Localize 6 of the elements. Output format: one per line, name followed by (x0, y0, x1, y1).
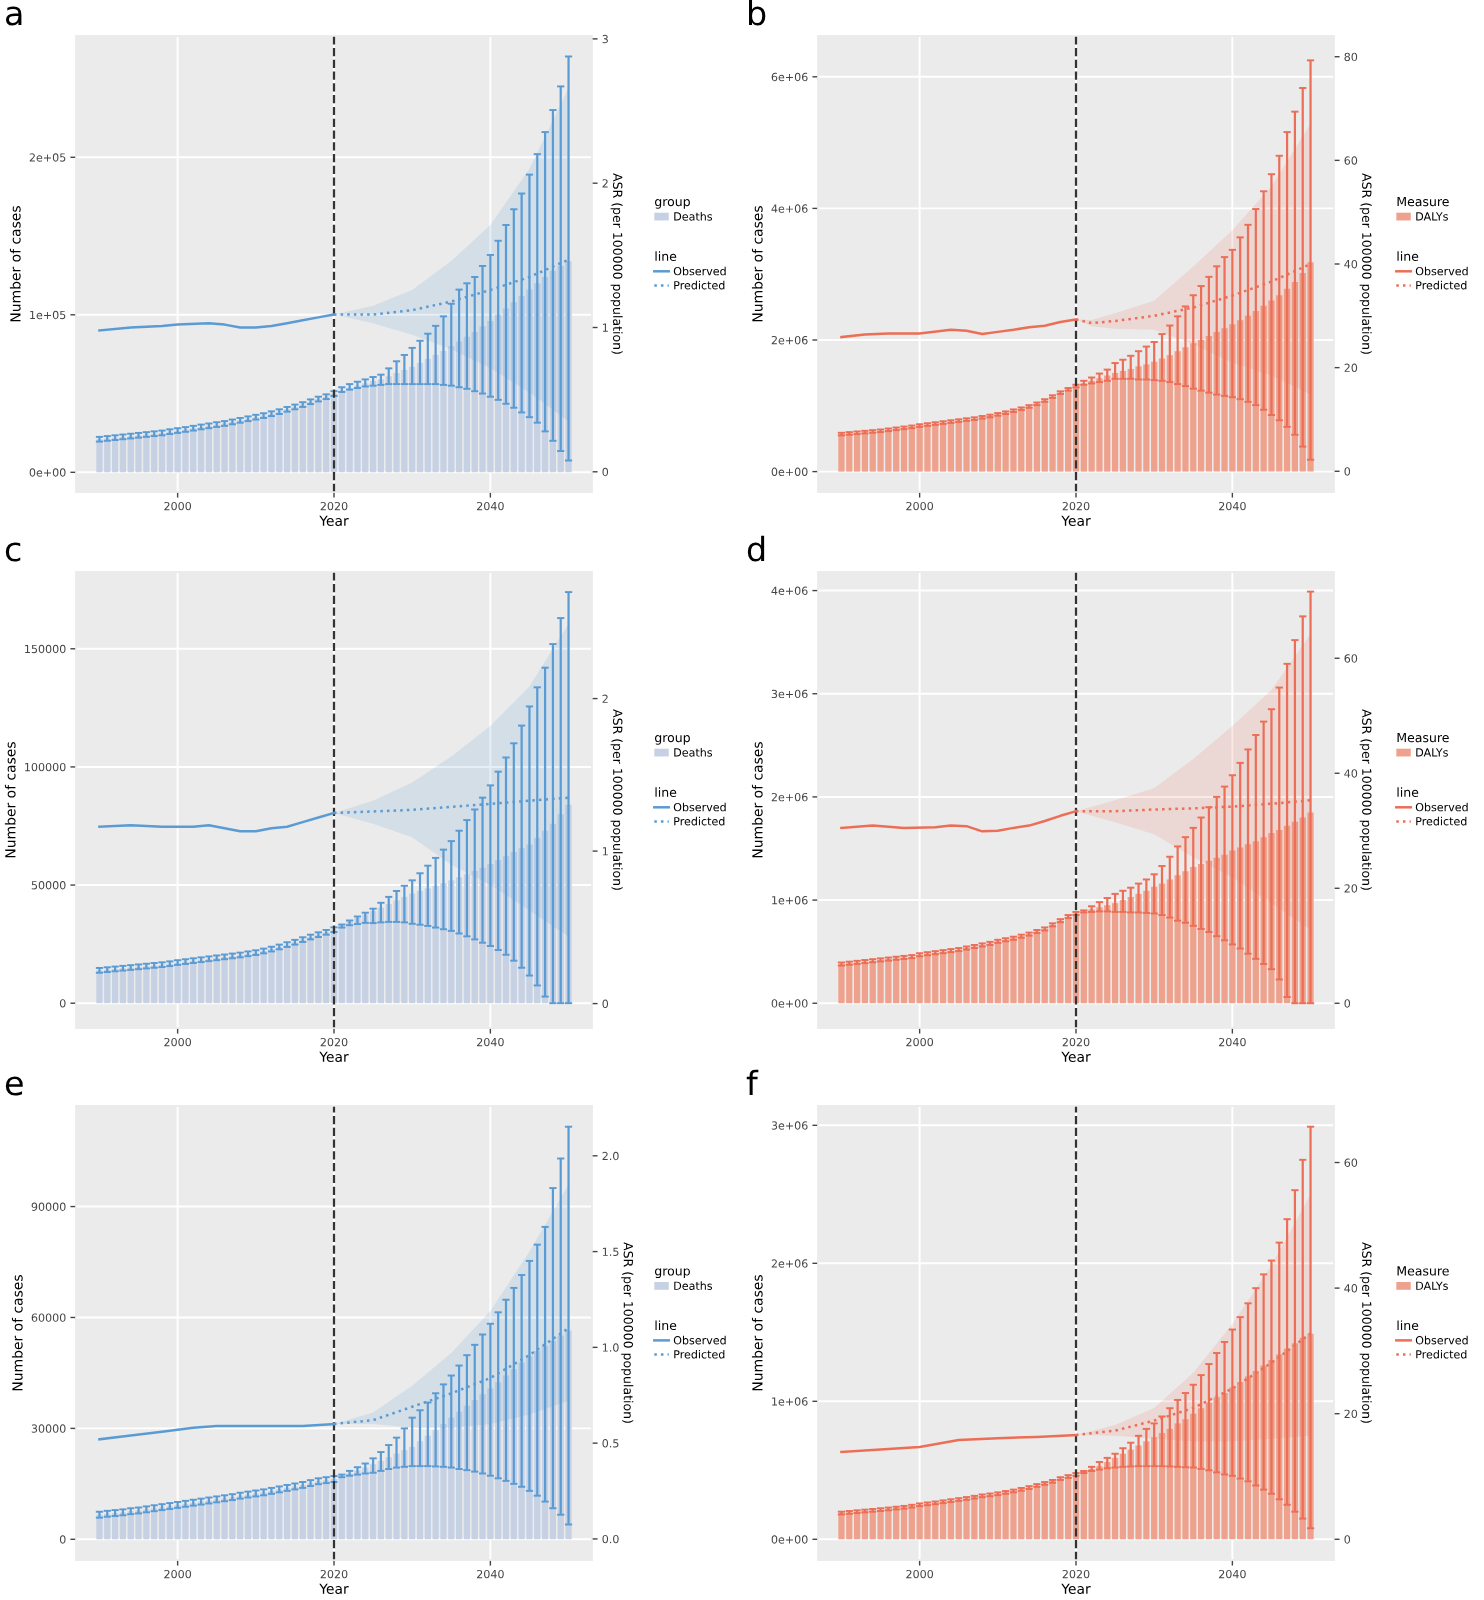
chart-title: e (5, 1076, 23, 1096)
chart-title: c (5, 542, 21, 562)
chart-title: a (6, 6, 22, 26)
chart-title: d (747, 535, 765, 562)
chart-title: f (746, 1069, 759, 1096)
chart-title: b (749, 0, 766, 26)
